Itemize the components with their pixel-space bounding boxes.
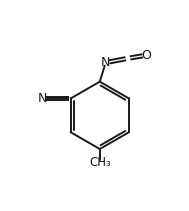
Text: N: N: [38, 92, 47, 105]
Text: N: N: [101, 56, 110, 69]
Text: CH₃: CH₃: [89, 156, 111, 169]
Text: O: O: [141, 49, 151, 62]
